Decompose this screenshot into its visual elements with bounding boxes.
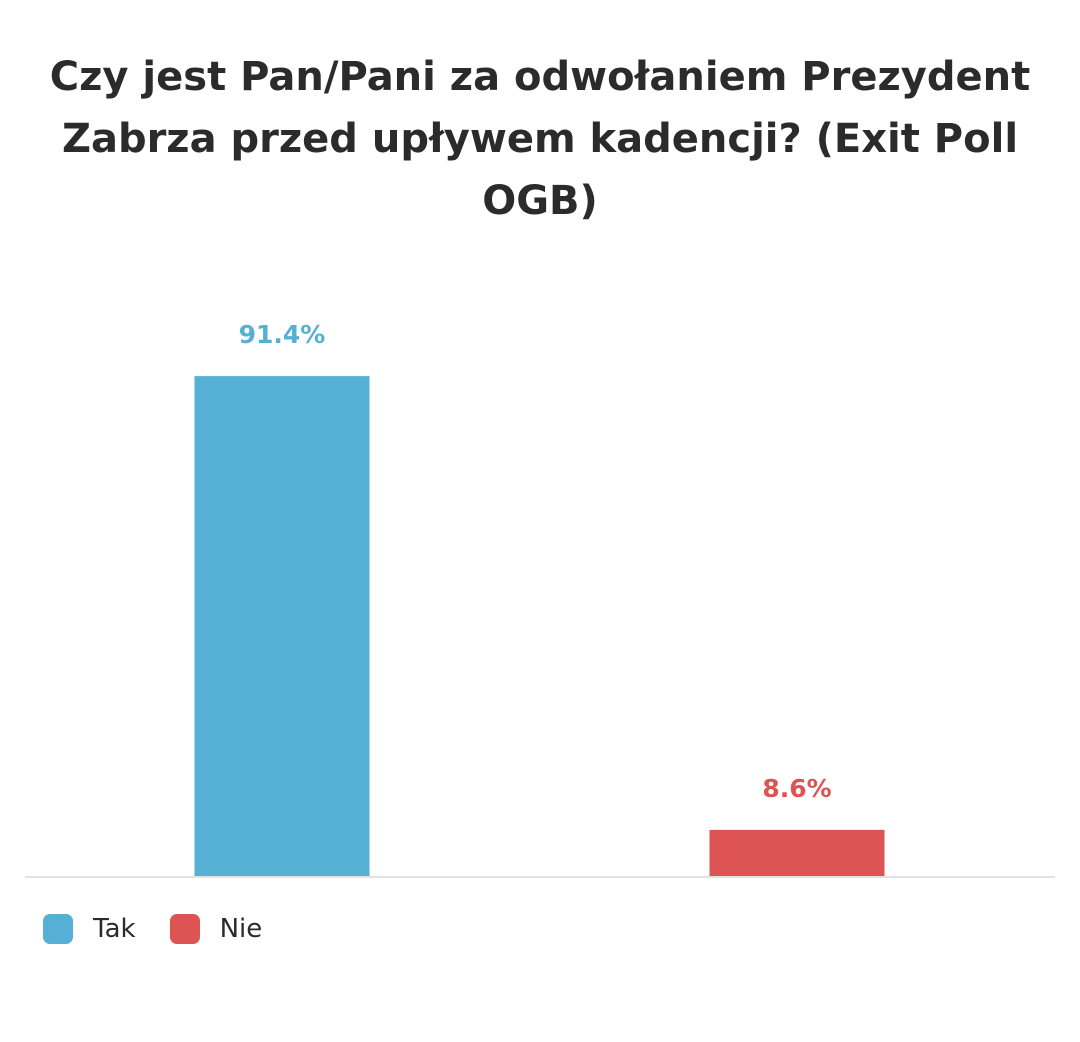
chart-title: Czy jest Pan/Pani za odwołaniem Prezyden… — [49, 54, 1031, 224]
bars-group — [194, 376, 885, 877]
legend-label-tak: Tak — [93, 914, 136, 944]
legend-swatch-nie — [169, 914, 200, 944]
data-label-nie: 8.6% — [762, 774, 831, 803]
legend-swatch-tak — [43, 914, 73, 944]
bar-tak[interactable] — [194, 376, 370, 877]
legend-item-nie[interactable]: Nie — [169, 914, 263, 944]
legend-item-tak[interactable]: Tak — [43, 914, 136, 944]
data-label-tak: 91.4% — [239, 320, 326, 349]
legend-label-nie: Nie — [219, 914, 263, 944]
bar-nie[interactable] — [709, 829, 885, 877]
legend: Tak Nie — [43, 914, 296, 944]
data-labels-group: 91.4% 8.6% — [239, 320, 832, 803]
